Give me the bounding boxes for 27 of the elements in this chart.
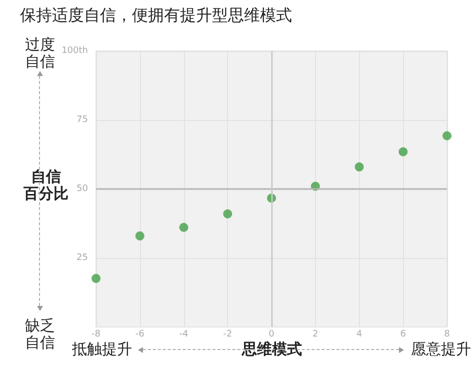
x-tick-label: -8 [92, 330, 101, 340]
point [442, 131, 452, 140]
point [179, 222, 188, 232]
point [398, 147, 408, 156]
x-tick-label: 0 [268, 330, 275, 340]
text: 愿意提升 [411, 340, 471, 358]
text: 抵触提升 [71, 340, 132, 358]
x-tick-label: 4 [356, 330, 362, 340]
y-axis-title: 自信百分比 [22, 168, 68, 202]
point [135, 231, 144, 240]
x-tick-label: 8 [444, 330, 450, 340]
x-tick-label: 2 [312, 330, 318, 340]
x-tick-label: -6 [135, 330, 145, 340]
y-tick-label: 100th [62, 46, 88, 56]
y-tick-label: 75 [76, 115, 88, 125]
text: 缺乏自信 [25, 316, 55, 352]
point [92, 274, 100, 283]
x-axis-title: 思维模式 [241, 340, 302, 358]
x-tick-label: -2 [223, 330, 232, 340]
point [223, 209, 232, 218]
text: 过度自信 [25, 36, 55, 70]
y-tick-label: 50 [76, 184, 88, 194]
chart-title: 保持适度自信，便拥有提升型思维模式 [20, 6, 292, 24]
x-tick-label: -4 [179, 330, 189, 340]
y-tick-label: 25 [76, 253, 88, 263]
point [354, 162, 364, 172]
x-tick-label: 6 [400, 330, 406, 340]
